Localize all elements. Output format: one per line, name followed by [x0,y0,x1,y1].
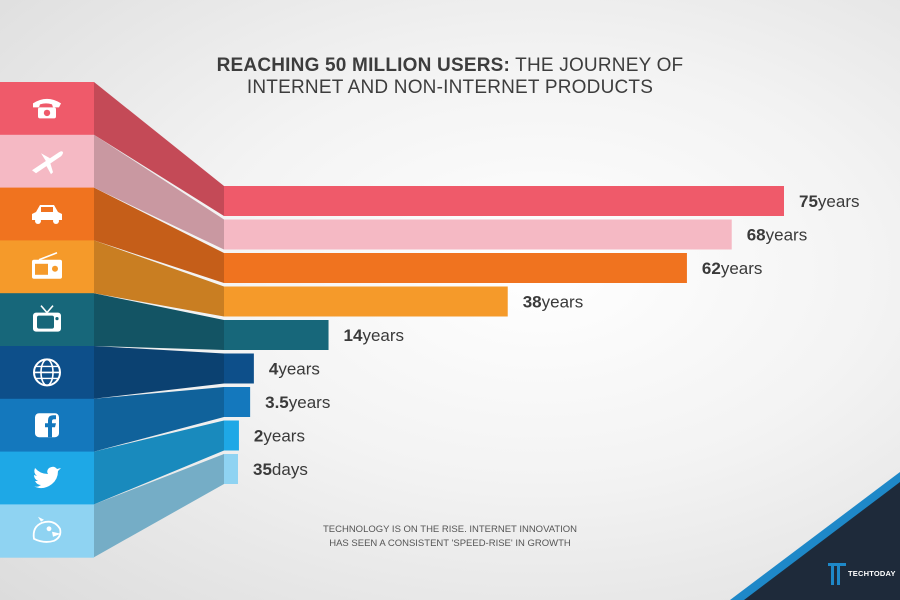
bars [224,186,784,484]
title-rest: THE JOURNEY OF [515,55,684,76]
chart-title: REACHING 50 MILLION USERS: THE JOURNEY O… [200,55,700,99]
logo-text: TECHTODAY [848,569,896,578]
value-label: 62years [702,259,763,278]
ribbon [94,346,224,399]
icon-tab [0,504,94,558]
icon-tabs [0,82,94,558]
ribbon [94,134,224,250]
footnote: TECHNOLOGY IS ON THE RISE. INTERNET INNO… [300,523,600,551]
value-label: 35days [253,460,308,479]
footnote-line1: TECHNOLOGY IS ON THE RISE. INTERNET INNO… [322,524,578,535]
ribbon [94,420,224,505]
value-label: 4years [269,360,320,379]
internet-icon [33,358,61,387]
bar [224,454,238,484]
logo-mark [828,563,846,585]
value-label: 75years [799,192,860,211]
footnote-line2: HAS SEEN A CONSISTENT 'SPEED-RISE' IN GR… [329,538,571,549]
icons [32,98,63,543]
ribbon [94,240,224,317]
airplane-icon [32,151,63,175]
twitter-icon [33,466,61,489]
value-label: 3.5years [265,393,330,412]
bar [224,387,251,417]
bar [224,420,239,451]
bar [224,353,254,384]
value-label: 38years [523,293,584,312]
ribbon [94,454,224,558]
ribbons [94,82,224,558]
ribbon [94,187,224,283]
tv-icon [33,305,61,332]
facebook-icon [35,413,59,438]
title-bold: REACHING 50 MILLION USERS: [216,55,511,76]
corner-decoration [730,472,900,600]
car-icon [32,205,62,224]
bar [224,219,732,250]
value-label: 14years [344,326,405,345]
techtoday-logo: TECHTODAY [828,563,896,585]
radio-icon [32,252,62,279]
bar [224,253,687,283]
value-labels: 75years 68years 62years 38years 14years 4year… [253,192,860,479]
telephone-icon [33,98,61,119]
value-label: 68years [747,226,808,245]
value-label: 2years [254,427,305,446]
bar [224,186,784,216]
ribbon [94,387,224,452]
title-line2: INTERNET AND NON-INTERNET PRODUCTS [246,77,654,98]
ribbon [94,293,224,350]
ribbon [94,82,224,216]
angry-birds-icon [32,516,62,543]
bar [224,320,329,350]
bar [224,286,508,317]
